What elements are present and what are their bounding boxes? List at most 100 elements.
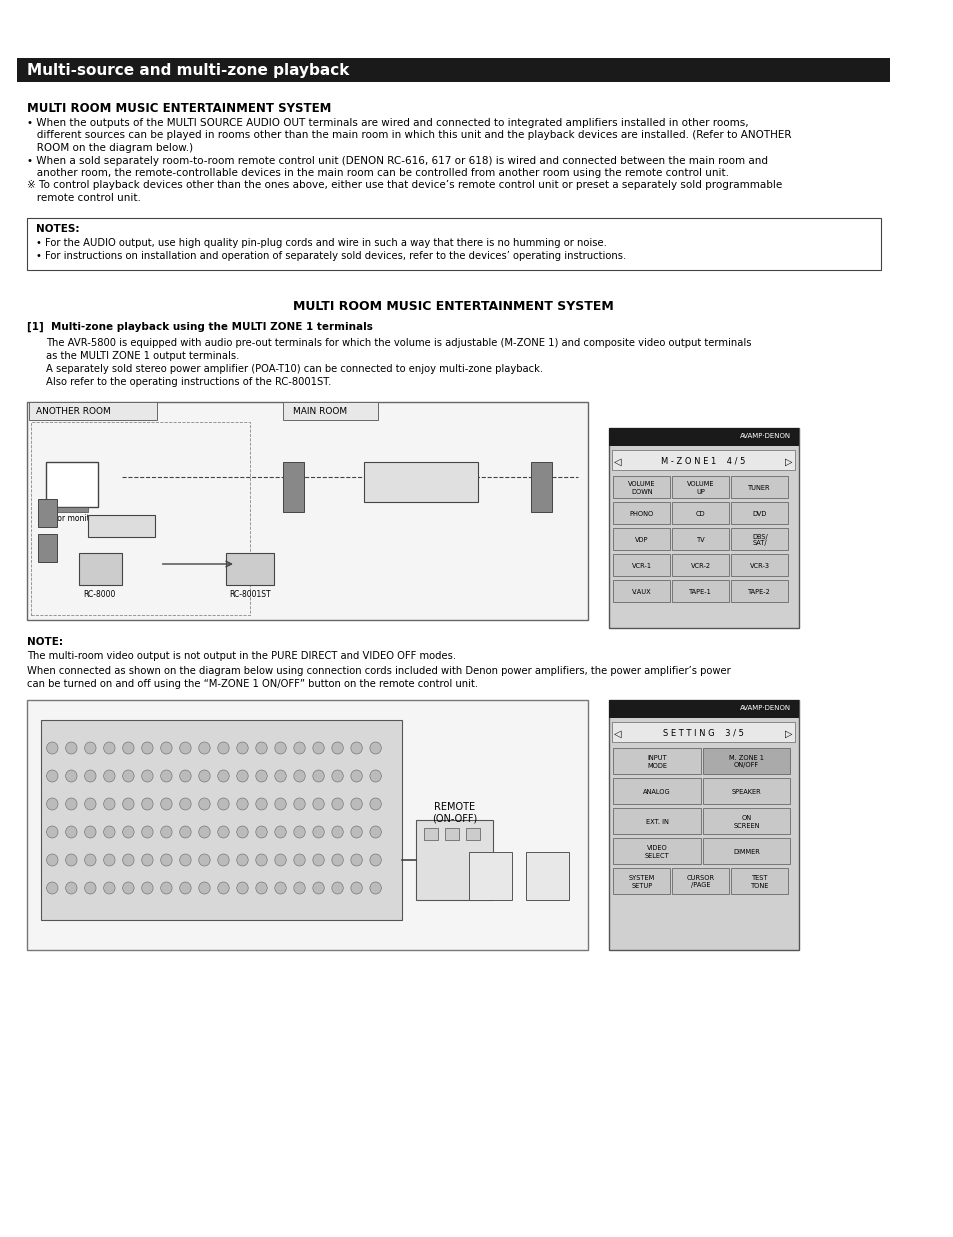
Text: VIDEO
SELECT: VIDEO SELECT <box>644 846 669 858</box>
Circle shape <box>313 854 324 866</box>
Circle shape <box>236 826 248 837</box>
Bar <box>613 476 670 499</box>
Circle shape <box>332 798 343 810</box>
Circle shape <box>370 769 381 782</box>
Circle shape <box>294 826 305 837</box>
Text: A separately sold stereo power amplifier (POA-T10) can be connected to enjoy mul: A separately sold stereo power amplifier… <box>46 364 542 374</box>
Circle shape <box>198 798 210 810</box>
Circle shape <box>217 826 229 837</box>
Bar <box>613 748 700 774</box>
Text: NOTES:: NOTES: <box>36 224 79 234</box>
Text: NOTE:: NOTE: <box>27 637 63 647</box>
Circle shape <box>104 826 115 837</box>
Circle shape <box>85 826 96 837</box>
Circle shape <box>123 854 134 866</box>
Circle shape <box>104 742 115 755</box>
Bar <box>79 553 122 585</box>
Text: TAPE-2: TAPE-2 <box>747 589 770 595</box>
Text: VOLUME
DOWN: VOLUME DOWN <box>627 481 655 495</box>
Circle shape <box>255 882 267 894</box>
Circle shape <box>179 826 191 837</box>
Circle shape <box>66 854 77 866</box>
Circle shape <box>351 798 362 810</box>
Bar <box>38 534 57 562</box>
Circle shape <box>274 742 286 755</box>
Circle shape <box>332 882 343 894</box>
Bar <box>672 528 729 550</box>
Bar <box>27 218 880 270</box>
Circle shape <box>313 798 324 810</box>
Text: as the MULTI ZONE 1 output terminals.: as the MULTI ZONE 1 output terminals. <box>46 351 239 361</box>
Text: V.AUX: V.AUX <box>632 589 651 595</box>
Circle shape <box>66 826 77 837</box>
Circle shape <box>47 882 58 894</box>
Circle shape <box>236 882 248 894</box>
Text: DIMMER: DIMMER <box>732 849 760 855</box>
Bar <box>608 700 798 717</box>
Circle shape <box>47 854 58 866</box>
Bar <box>525 852 568 901</box>
Bar <box>89 515 154 537</box>
Circle shape <box>294 882 305 894</box>
Circle shape <box>179 798 191 810</box>
Text: MULTI ROOM MUSIC ENTERTAINMENT SYSTEM: MULTI ROOM MUSIC ENTERTAINMENT SYSTEM <box>293 301 614 313</box>
Text: VOLUME
UP: VOLUME UP <box>686 481 714 495</box>
Text: TAPE-1: TAPE-1 <box>689 589 712 595</box>
Text: ※ To control playback devices other than the ones above, either use that device’: ※ To control playback devices other than… <box>27 181 781 190</box>
Circle shape <box>236 742 248 755</box>
Text: The multi-room video output is not output in the PURE DIRECT and VIDEO OFF modes: The multi-room video output is not outpu… <box>27 651 456 661</box>
Text: M - Z O N E 1    4 / 5: M - Z O N E 1 4 / 5 <box>660 456 745 466</box>
Text: CURSOR
/PAGE: CURSOR /PAGE <box>686 876 714 888</box>
Circle shape <box>160 742 172 755</box>
Text: The AVR-5800 is equipped with audio pre-out terminals for which the volume is ad: The AVR-5800 is equipped with audio pre-… <box>46 338 750 348</box>
Circle shape <box>255 742 267 755</box>
Circle shape <box>179 742 191 755</box>
Bar <box>613 837 700 863</box>
Text: ◁: ◁ <box>614 729 621 738</box>
Text: [1]  Multi-zone playback using the MULTI ZONE 1 terminals: [1] Multi-zone playback using the MULTI … <box>27 322 372 333</box>
Bar <box>55 507 89 512</box>
Text: DBS/
SAT/: DBS/ SAT/ <box>751 533 767 547</box>
Circle shape <box>313 882 324 894</box>
Bar <box>730 580 787 602</box>
Text: another room, the remote-controllable devices in the main room can be controlled: another room, the remote-controllable de… <box>27 168 728 178</box>
Text: ANALOG: ANALOG <box>642 789 670 795</box>
Circle shape <box>332 769 343 782</box>
Bar <box>672 554 729 576</box>
Bar <box>730 502 787 524</box>
Circle shape <box>217 769 229 782</box>
Circle shape <box>179 769 191 782</box>
Text: TEST
TONE: TEST TONE <box>750 876 768 888</box>
Text: CD: CD <box>696 511 705 517</box>
Text: VCR-1: VCR-1 <box>631 563 651 569</box>
Bar <box>702 778 789 804</box>
Circle shape <box>274 826 286 837</box>
Circle shape <box>160 769 172 782</box>
Text: • When the outputs of the MULTI SOURCE AUDIO OUT terminals are wired and connect: • When the outputs of the MULTI SOURCE A… <box>27 118 747 127</box>
Circle shape <box>66 742 77 755</box>
Circle shape <box>85 882 96 894</box>
Text: RC-8001ST: RC-8001ST <box>229 590 271 599</box>
Text: TV: TV <box>696 537 704 543</box>
Text: EXT. IN: EXT. IN <box>645 819 668 825</box>
Circle shape <box>351 854 362 866</box>
Circle shape <box>217 742 229 755</box>
Circle shape <box>332 854 343 866</box>
Circle shape <box>255 769 267 782</box>
Circle shape <box>85 742 96 755</box>
Text: ANOTHER ROOM: ANOTHER ROOM <box>36 407 111 416</box>
Bar <box>672 476 729 499</box>
Bar <box>608 428 798 628</box>
Circle shape <box>217 798 229 810</box>
Text: TUNER: TUNER <box>748 485 770 491</box>
Bar <box>702 808 789 834</box>
Circle shape <box>313 769 324 782</box>
Circle shape <box>123 798 134 810</box>
Circle shape <box>66 882 77 894</box>
Bar <box>31 422 250 615</box>
Bar <box>613 778 700 804</box>
Circle shape <box>313 742 324 755</box>
Circle shape <box>85 798 96 810</box>
Text: VDP: VDP <box>635 537 648 543</box>
Circle shape <box>294 798 305 810</box>
